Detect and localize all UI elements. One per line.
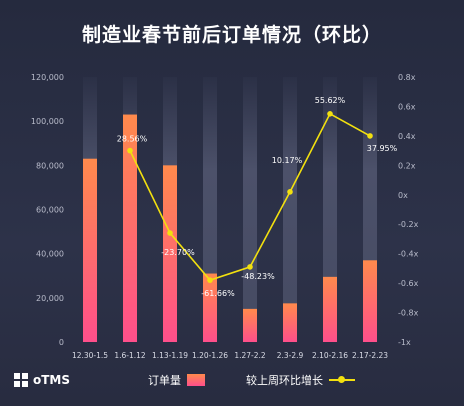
otms-logo: oTMS [14, 373, 70, 387]
bar [283, 303, 297, 342]
y-left-tick-label: 120,000 [31, 73, 64, 82]
legend-label-orders: 订单量 [148, 374, 181, 387]
y-left-tick-label: 20,000 [36, 294, 64, 303]
y-right-tick-label: -0.2x [398, 220, 419, 229]
bar [83, 158, 97, 342]
y-left-tick-label: 60,000 [36, 206, 64, 215]
growth-point [127, 147, 133, 154]
growth-data-label: 55.62% [315, 96, 346, 105]
growth-point [247, 264, 253, 270]
y-right-tick-label: 0.6x [398, 102, 416, 111]
y-right-tick-label: 0.4x [398, 132, 416, 141]
x-tick-label: 2.3-2.9 [277, 351, 304, 360]
x-tick-label: 2.17-2.23 [352, 351, 388, 360]
growth-data-label: -48.23% [241, 272, 275, 281]
logo-text: oTMS [33, 373, 71, 387]
legend-item-growth: 较上周环比增长 [246, 372, 355, 388]
bar [243, 308, 257, 342]
x-tick-label: 1.13-1.19 [152, 351, 188, 360]
legend-label-growth: 较上周环比增长 [246, 374, 323, 387]
y-right-tick-label: -0.6x [398, 279, 419, 288]
y-left-tick-label: 100,000 [31, 117, 64, 126]
growth-data-label: -23.70% [161, 248, 195, 257]
growth-data-label: 10.17% [272, 156, 303, 165]
chart-title: 制造业春节前后订单情况（环比） [81, 24, 382, 46]
growth-point [287, 189, 293, 195]
legend-swatch-orders [187, 374, 205, 386]
otms-logo-icon [14, 373, 28, 387]
y-right-tick-label: 0.2x [398, 161, 416, 170]
x-tick-label: 1.6-1.12 [114, 351, 146, 360]
growth-data-label: -61.66% [201, 289, 235, 298]
bar-track [323, 77, 337, 342]
x-tick-label: 1.27-2.2 [234, 351, 266, 360]
y-right-tick-label: 0x [398, 191, 408, 200]
bar [163, 165, 177, 342]
y-right-tick-label: -0.8x [398, 309, 419, 318]
x-tick-label: 12.30-1.5 [72, 351, 108, 360]
x-tick-label: 2.10-2.16 [312, 351, 348, 360]
legend-item-orders: 订单量 [148, 372, 205, 388]
x-tick-label: 1.20-1.26 [192, 351, 228, 360]
bar [363, 260, 377, 342]
legend-swatch-growth [329, 374, 355, 386]
chart-legend: 订单量 较上周环比增长 [0, 372, 464, 392]
growth-point [367, 133, 373, 139]
growth-point [207, 277, 213, 283]
growth-point [327, 111, 333, 117]
growth-data-label: 37.95% [367, 144, 398, 153]
y-left-tick-label: 80,000 [36, 161, 64, 170]
growth-data-label: 28.56% [117, 135, 148, 144]
y-right-tick-label: 0.8x [398, 73, 416, 82]
bar-track [243, 77, 257, 342]
y-left-tick-label: 0 [59, 338, 64, 347]
bar [203, 273, 217, 342]
bar-track [283, 77, 297, 342]
bar [123, 114, 137, 343]
growth-point [167, 230, 173, 236]
bar [323, 276, 337, 342]
y-right-tick-label: -1x [398, 338, 411, 347]
y-right-tick-label: -0.4x [398, 250, 419, 259]
y-left-tick-label: 40,000 [36, 250, 64, 259]
